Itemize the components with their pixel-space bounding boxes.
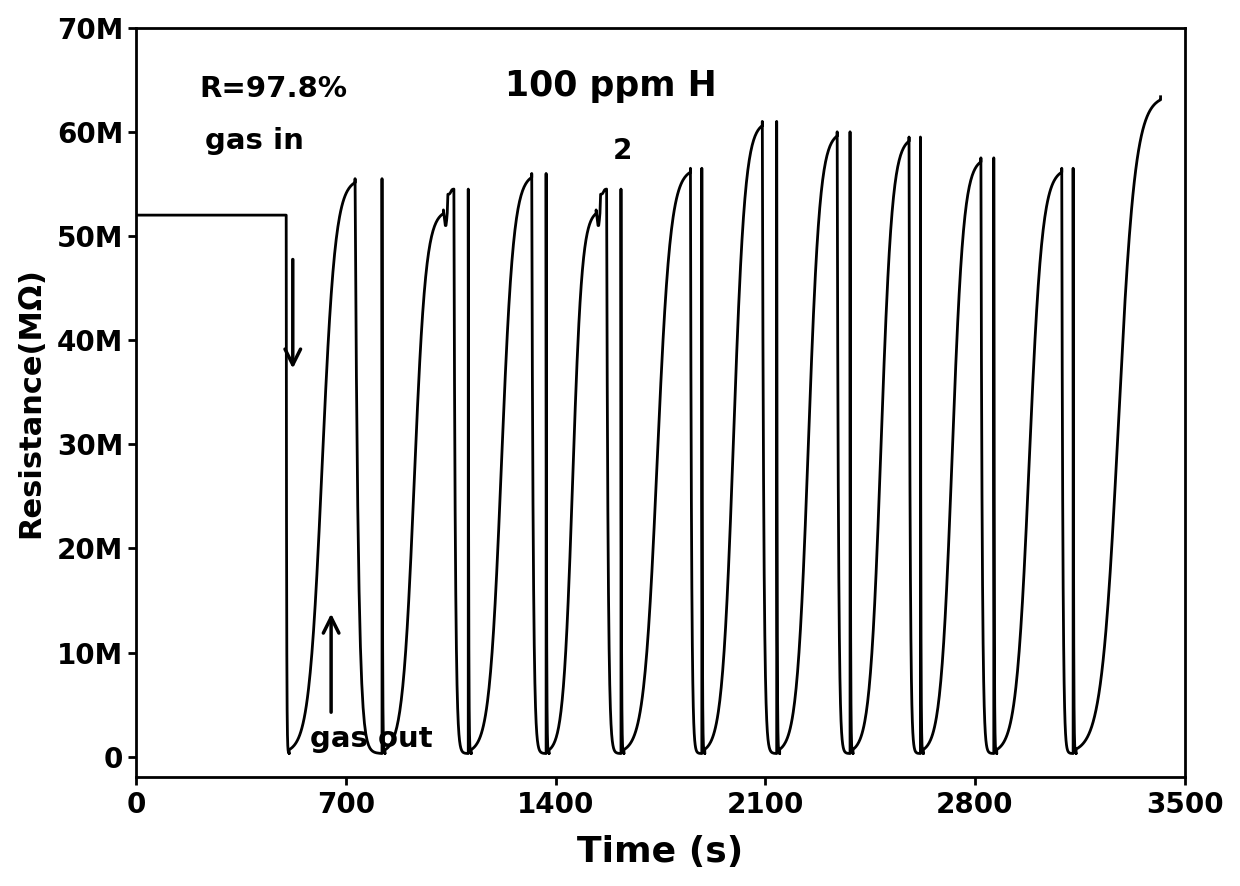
X-axis label: Time (s): Time (s) bbox=[578, 835, 744, 869]
Text: gas in: gas in bbox=[206, 127, 304, 154]
Text: 100 ppm H: 100 ppm H bbox=[505, 69, 717, 104]
Y-axis label: Resistance(MΩ): Resistance(MΩ) bbox=[16, 268, 46, 538]
Text: gas out: gas out bbox=[310, 726, 433, 753]
Text: R=97.8%: R=97.8% bbox=[200, 74, 347, 103]
Text: 2: 2 bbox=[613, 137, 632, 165]
